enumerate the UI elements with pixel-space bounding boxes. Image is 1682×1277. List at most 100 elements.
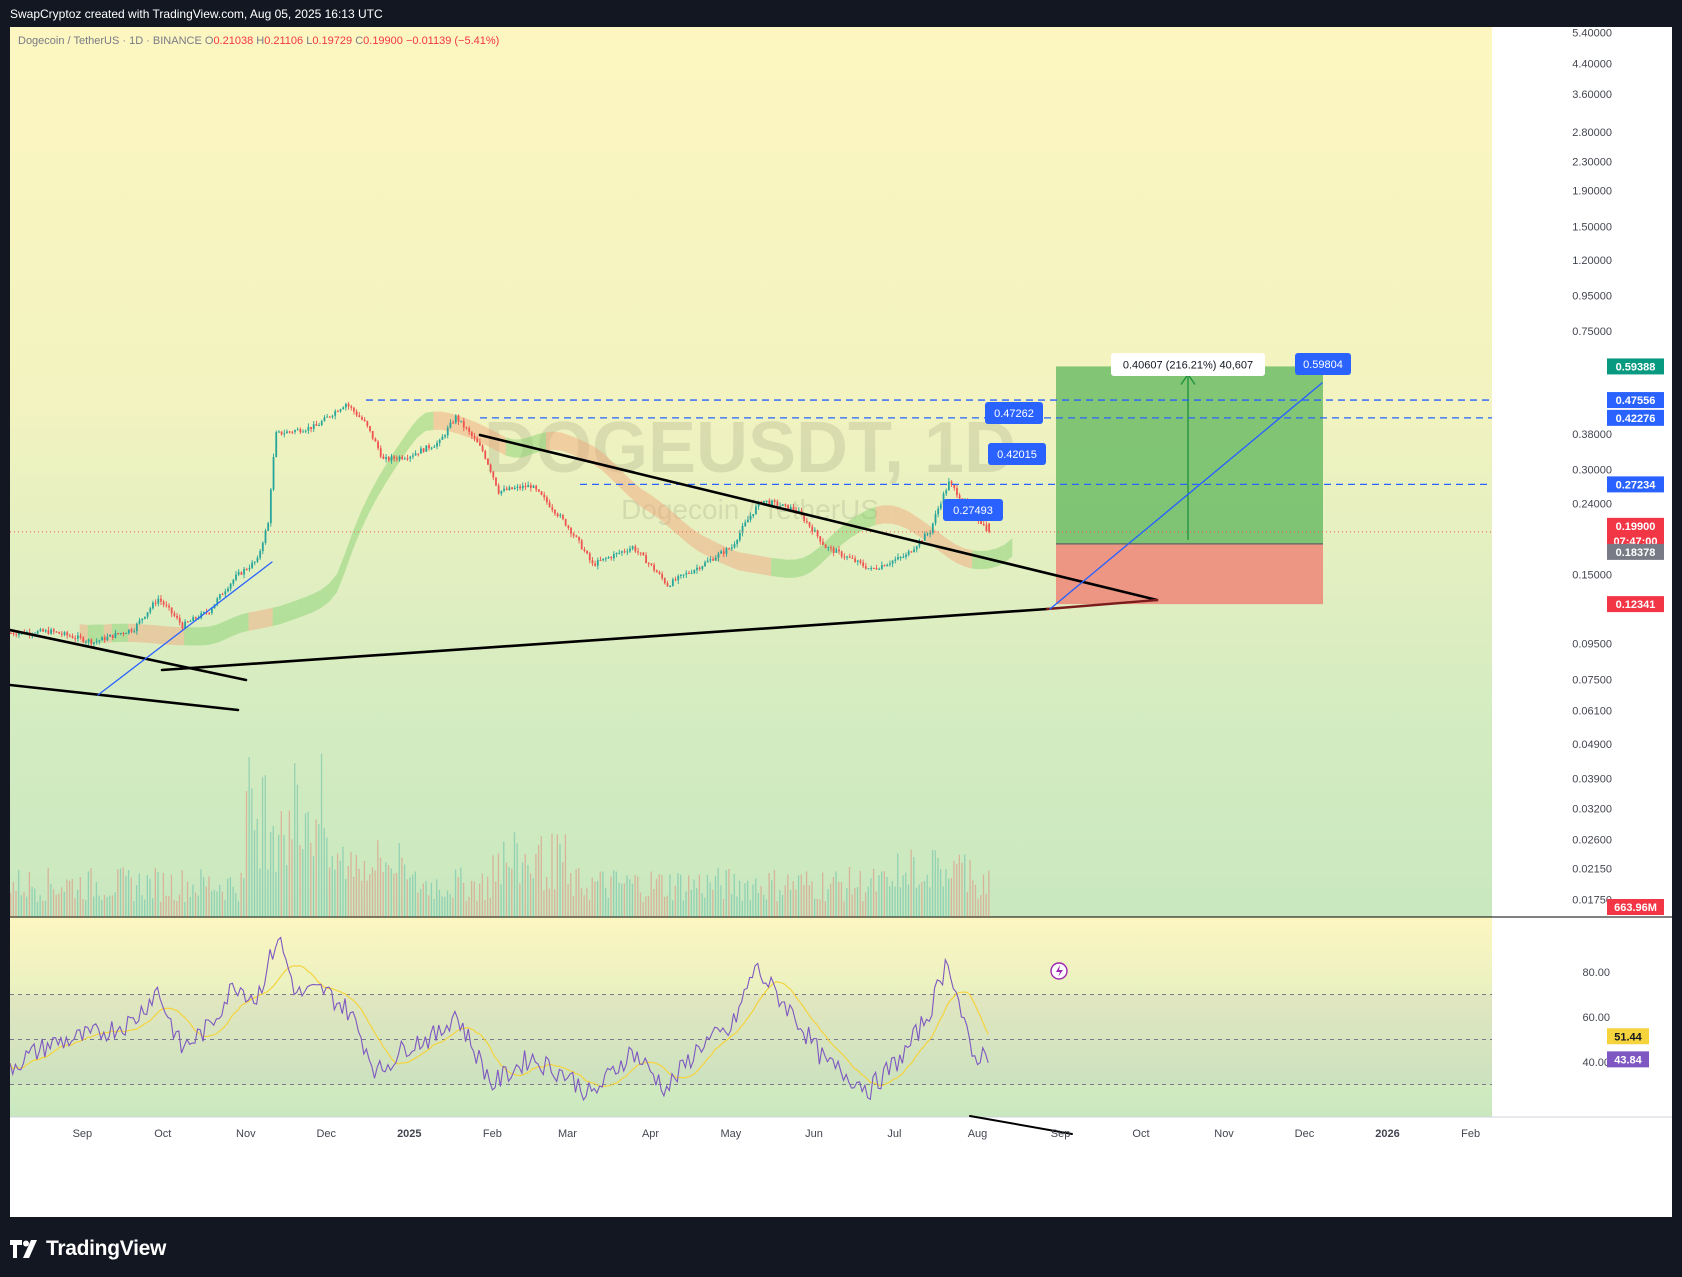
projection-line[interactable] <box>1049 382 1323 610</box>
candle <box>832 547 835 553</box>
channel-lower-trendline[interactable] <box>10 683 240 712</box>
ichimoku-cloud-segment <box>272 605 281 626</box>
volume-bar <box>749 900 751 917</box>
ichimoku-cloud-segment <box>755 555 764 575</box>
early-impulse-line[interactable] <box>97 561 273 696</box>
level-c-callout-text: 0.27493 <box>953 505 993 517</box>
price-axis-label[interactable]: 0.12341 <box>1607 596 1664 613</box>
channel-upper-trendline[interactable] <box>10 628 248 682</box>
volume-bar <box>843 901 845 917</box>
candle <box>227 588 229 592</box>
watermark-description: Dogecoin / TetherUS <box>621 494 879 525</box>
price-axis-label[interactable]: 0.47556 <box>1607 392 1664 409</box>
candle <box>403 458 406 460</box>
candle <box>923 533 926 541</box>
price-axis-label[interactable]: 0.18378 <box>1607 543 1664 560</box>
target-measure-callout[interactable]: 0.40607 (216.21%) 40,607 <box>1111 353 1265 376</box>
volume-bar <box>12 881 14 917</box>
candle <box>730 547 733 549</box>
candle <box>658 572 661 574</box>
level-b-callout[interactable]: 0.42015 <box>988 443 1046 465</box>
volume-bar <box>189 896 191 917</box>
candle <box>122 633 125 635</box>
level-c-callout-bg <box>943 499 1003 521</box>
candle <box>481 445 484 451</box>
level-a-callout[interactable]: 0.47262 <box>985 402 1043 424</box>
candle <box>457 415 460 422</box>
volume-bar <box>594 881 596 917</box>
symbol-name: Dogecoin / TetherUS · 1D · BINANCE <box>18 35 202 47</box>
volume-bar <box>677 873 679 917</box>
volume-bar <box>613 870 615 917</box>
volume-bar <box>157 872 159 917</box>
price-axis-label[interactable]: 0.59388 <box>1607 358 1664 375</box>
position-loss-zone[interactable] <box>1056 543 1323 605</box>
volume-bar <box>650 871 652 917</box>
rsi-divergence-line[interactable] <box>969 1115 1073 1135</box>
candle <box>562 515 564 520</box>
triangle-lower-trendline[interactable] <box>160 607 1049 672</box>
rsi-axis-label[interactable]: 43.84 <box>1607 1051 1649 1068</box>
volume-bar <box>417 892 419 917</box>
price-axis-label[interactable]: 0.27234 <box>1607 476 1664 493</box>
triangle-apex-line[interactable] <box>1045 598 1159 611</box>
price-axis-tick: 2.30000 <box>1572 157 1612 169</box>
candle <box>436 442 438 447</box>
candle <box>68 635 71 637</box>
volume-bar <box>682 900 684 917</box>
tradingview-logo[interactable]: TradingView <box>10 1234 166 1264</box>
time-axis-tick: 2025 <box>397 1128 421 1140</box>
price-axis-label[interactable]: 663.96M <box>1607 899 1664 915</box>
price-axis-label[interactable]: 0.19900 <box>1607 517 1664 534</box>
candle <box>133 631 136 633</box>
ichimoku-cloud-segment <box>980 550 989 570</box>
volume-bar <box>910 849 912 917</box>
level-c-callout[interactable]: 0.27493 <box>943 499 1003 521</box>
volume-bar <box>851 894 853 917</box>
volume-bar <box>631 883 634 917</box>
candle <box>934 514 937 524</box>
rsi-axis-label[interactable]: 51.44 <box>1607 1028 1649 1045</box>
volume-bar <box>127 869 130 917</box>
candle <box>326 416 329 418</box>
volume-bar <box>948 878 950 917</box>
volume-bar <box>615 871 617 917</box>
volume-bar <box>733 874 735 917</box>
volume-bar <box>529 873 532 917</box>
price-axis-label[interactable]: 0.42276 <box>1607 409 1664 426</box>
position-profit-zone[interactable] <box>1056 366 1323 544</box>
candle <box>661 573 664 579</box>
volume-bar <box>642 901 644 917</box>
volume-bar <box>492 855 494 917</box>
replay-icon[interactable] <box>1050 962 1068 980</box>
symbol-legend[interactable]: Dogecoin / TetherUS · 1D · BINANCE O0.21… <box>18 35 499 47</box>
candle <box>607 557 610 559</box>
chart-frame[interactable]: DOGEUSDT, 1D Dogecoin / TetherUS 0.40607 … <box>10 27 1672 1217</box>
candle <box>781 504 784 506</box>
candle <box>219 594 221 599</box>
volume-bar <box>10 892 12 917</box>
candle <box>449 422 452 428</box>
target-price-callout-text: 0.59804 <box>1303 359 1343 371</box>
price-axis-label-text: 0.59388 <box>1616 361 1656 373</box>
price-axis-tick: 0.95000 <box>1572 290 1612 302</box>
volume-bar <box>149 878 151 917</box>
candle <box>302 431 304 433</box>
candle <box>275 432 278 458</box>
rsi-axis-label-bg <box>1607 1051 1649 1068</box>
candle <box>795 509 798 512</box>
volume-bar <box>792 881 794 917</box>
volume-bar <box>704 897 706 917</box>
candle <box>286 431 288 434</box>
candle <box>168 605 170 608</box>
ichimoku-cloud-segment <box>698 533 707 556</box>
volume-bar <box>152 898 154 917</box>
target-price-callout[interactable]: 0.59804 <box>1295 353 1351 375</box>
triangle-upper-trendline[interactable] <box>478 433 1159 602</box>
rsi-band-fill <box>10 994 1492 1085</box>
candle <box>497 485 500 494</box>
volume-bar <box>403 864 406 917</box>
volume-bar <box>412 874 414 917</box>
price-chart[interactable]: DOGEUSDT, 1D Dogecoin / TetherUS 0.40607 … <box>10 27 1672 1217</box>
volume-bar <box>393 873 395 917</box>
